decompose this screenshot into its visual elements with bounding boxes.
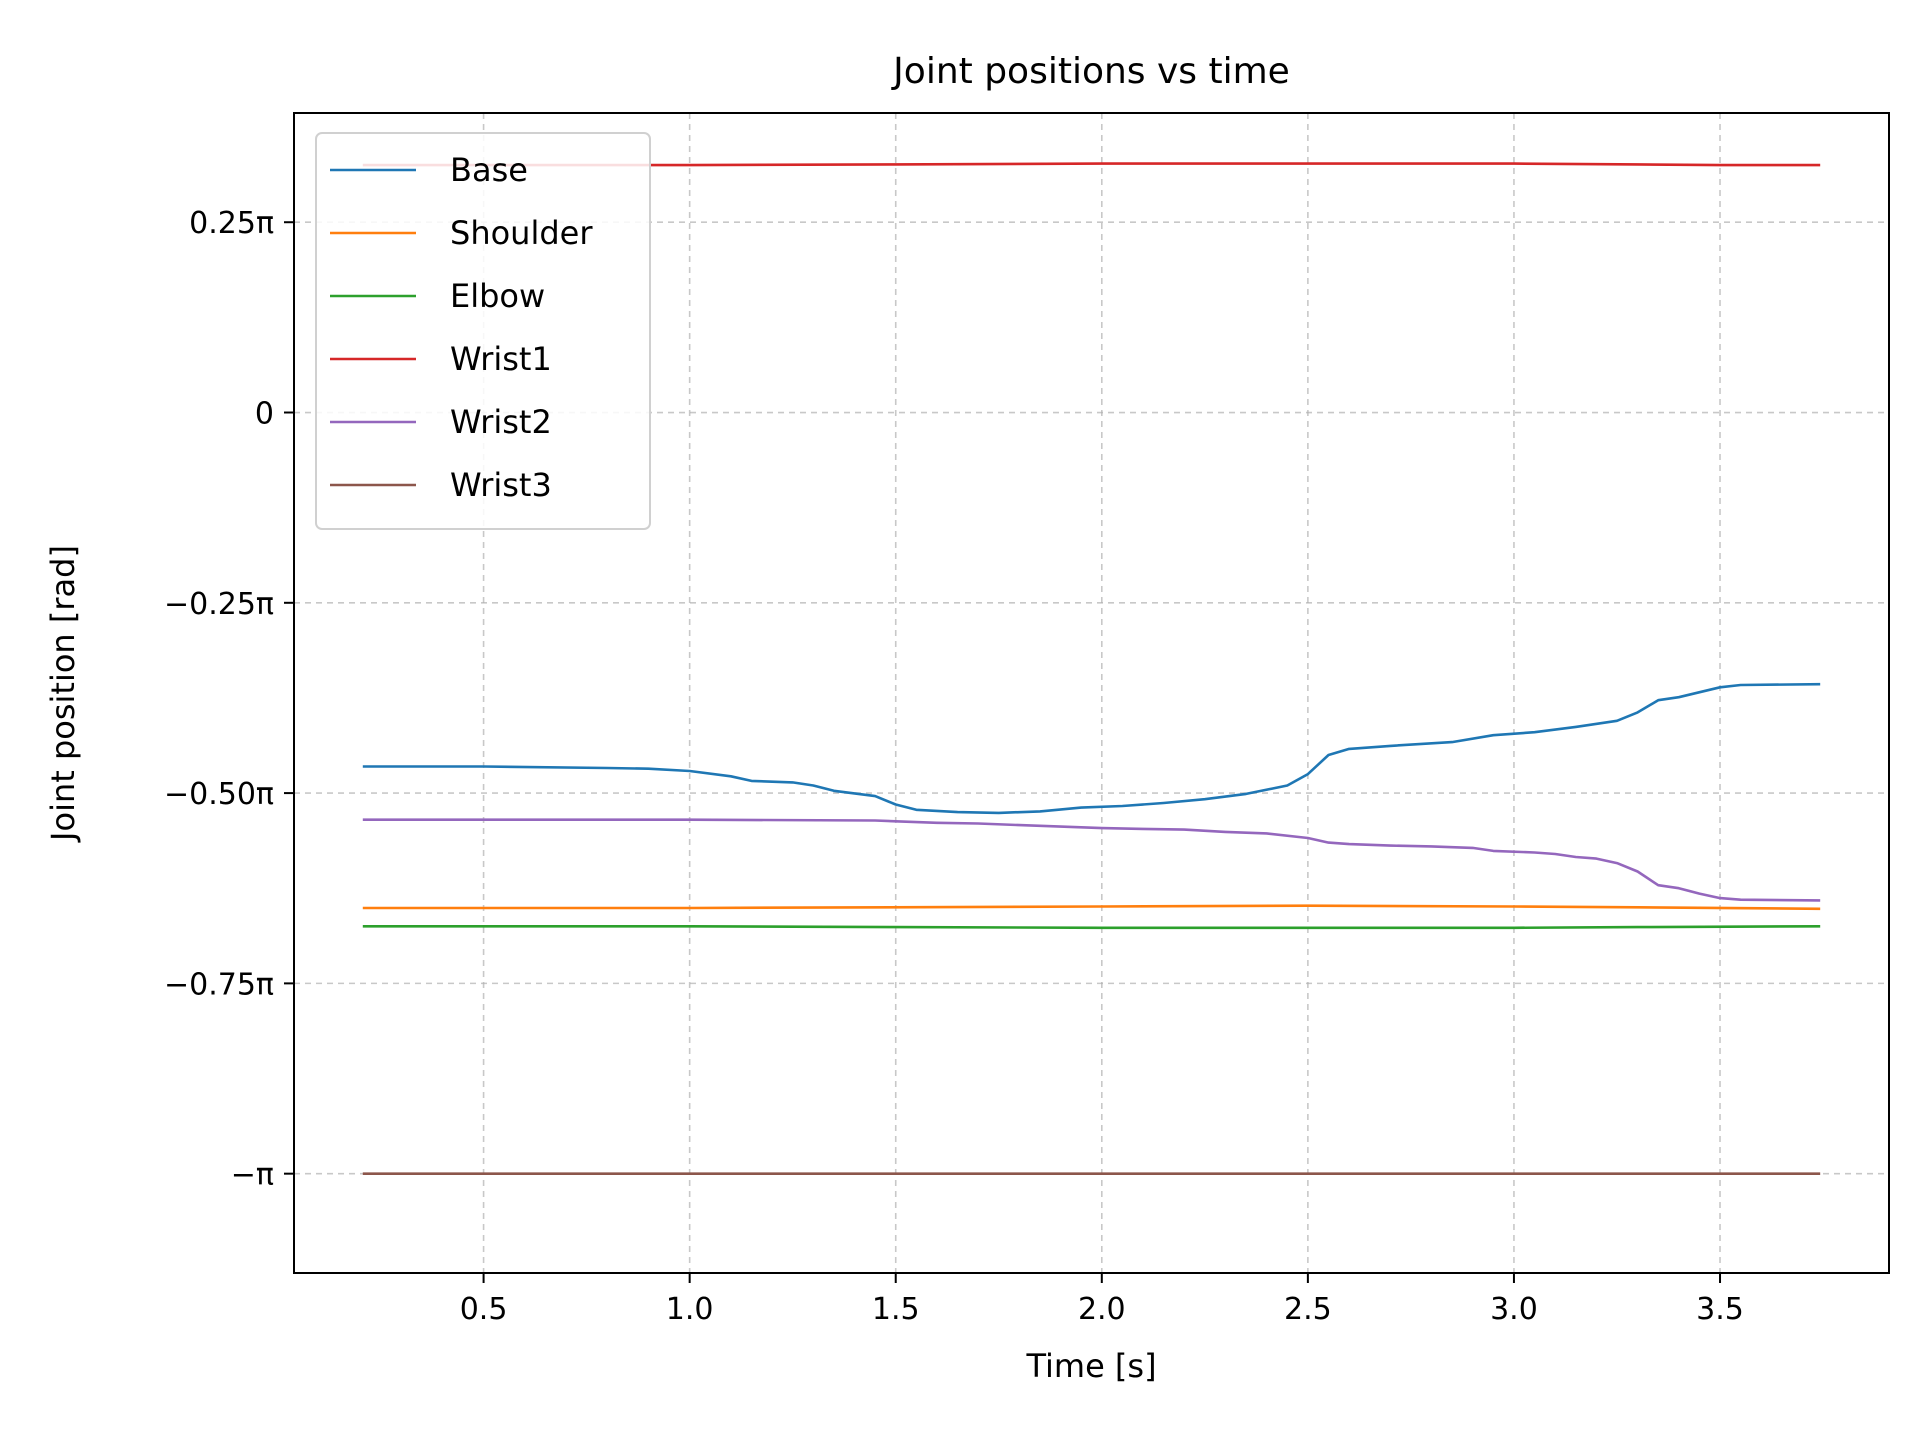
x-tick-label: 2.0 <box>1078 1292 1126 1327</box>
y-tick-label: 0 <box>255 397 274 432</box>
y-tick-label: −0.25π <box>164 587 274 622</box>
legend-label: Elbow <box>450 277 545 315</box>
y-axis-label: Joint position [rad] <box>44 545 82 843</box>
x-tick-label: 1.5 <box>872 1292 920 1327</box>
y-tick-label: 0.25π <box>189 206 274 241</box>
legend-label: Wrist3 <box>450 466 552 504</box>
x-axis-label: Time [s] <box>1025 1347 1156 1385</box>
series-line-wrist2 <box>362 818 1821 902</box>
legend-label: Base <box>450 151 528 189</box>
x-tick-label: 1.0 <box>666 1292 714 1327</box>
x-tick-label: 3.0 <box>1490 1292 1538 1327</box>
series-line-base <box>362 682 1821 815</box>
series-line-shoulder <box>362 904 1821 911</box>
x-tick-label: 2.5 <box>1284 1292 1332 1327</box>
y-tick-label: −π <box>231 1158 274 1193</box>
series-line-wrist1 <box>362 162 1821 167</box>
series-line-elbow <box>362 924 1821 930</box>
legend: Base Shoulder Elbow Wrist1 Wrist2 Wrist3 <box>315 132 651 530</box>
series-lines <box>362 162 1821 1175</box>
legend-label: Wrist2 <box>450 403 552 441</box>
chart-title: Joint positions vs time <box>891 51 1290 92</box>
ticks: 0.5 1.0 1.5 2.0 2.5 3.0 3.5 0.25π 0 −0.25π −0.50π −… <box>164 206 1744 1327</box>
y-tick-label: −0.50π <box>164 777 274 812</box>
x-tick-label: 3.5 <box>1696 1292 1744 1327</box>
legend-label: Shoulder <box>450 214 593 252</box>
legend-label: Wrist1 <box>450 340 552 378</box>
y-tick-label: −0.75π <box>164 967 274 1002</box>
plot-frame <box>293 112 1890 1274</box>
x-tick-label: 0.5 <box>460 1292 508 1327</box>
